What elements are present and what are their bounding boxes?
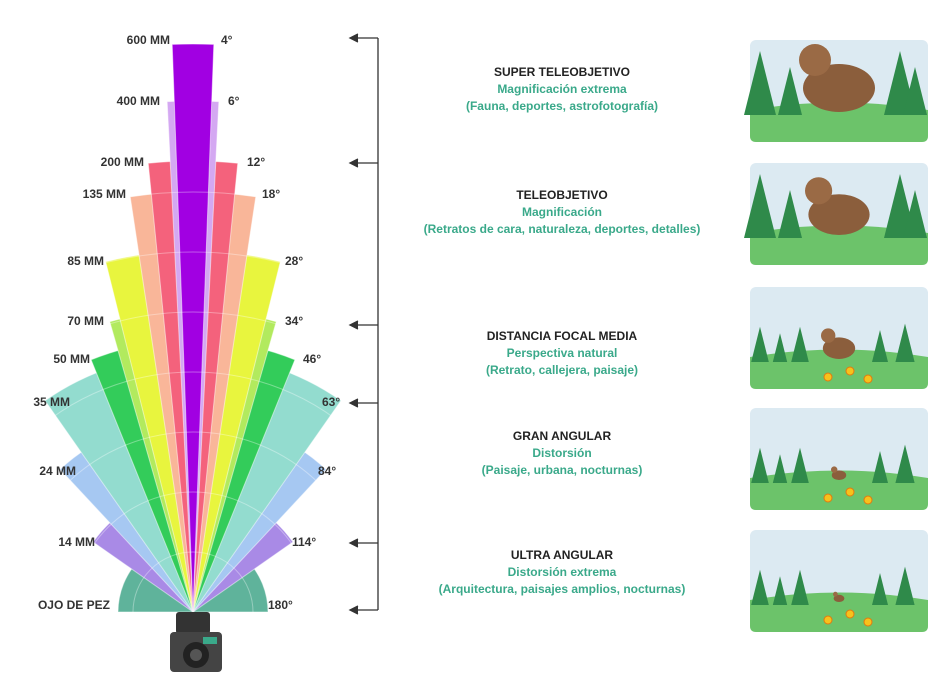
tree (778, 190, 802, 238)
focal-length: 600 MM (127, 33, 170, 47)
focal-length: 400 MM (117, 94, 160, 108)
tree (791, 569, 809, 605)
scene (744, 40, 928, 142)
angle: 4° (221, 33, 233, 47)
illustrations (744, 40, 928, 632)
focal-length: 85 MM (67, 254, 104, 268)
tree (778, 67, 802, 115)
tree (903, 67, 927, 115)
focal-length: 24 MM (39, 464, 76, 478)
category-subtitle: Distorsión (532, 446, 591, 460)
angle: 34° (285, 314, 303, 328)
tree (772, 576, 788, 605)
arc (0, 251, 554, 613)
flower (823, 372, 833, 382)
tree (903, 190, 927, 238)
moose (833, 594, 845, 603)
category-title: GRAN ANGULAR (513, 429, 612, 443)
arc (72, 491, 314, 613)
angle: 6° (228, 94, 240, 108)
moose-head (799, 44, 831, 76)
arc (0, 311, 494, 613)
focal-length: 14 MM (58, 535, 95, 549)
moose-head (833, 591, 838, 597)
tree (791, 447, 809, 483)
angle: 84° (318, 464, 336, 478)
flower (823, 615, 833, 625)
flower (845, 609, 855, 619)
category-subtitle: Distorsión extrema (508, 565, 617, 579)
category-subtitle: Magnificación extrema (497, 82, 627, 96)
tree (791, 326, 809, 362)
focal-length: 70 MM (67, 314, 104, 328)
moose (831, 470, 847, 481)
moose (822, 337, 856, 360)
angle: 63° (322, 395, 340, 409)
category-subtitle: Perspectiva natural (507, 346, 618, 360)
moose-head (805, 177, 833, 205)
category-subtitle: Magnificación (522, 205, 602, 219)
focal-length: 200 MM (101, 155, 144, 169)
camera (170, 612, 222, 672)
tree (895, 566, 915, 605)
flower (823, 493, 833, 503)
angle: 12° (247, 155, 265, 169)
flower (863, 495, 873, 505)
tree (872, 451, 888, 483)
arc (0, 371, 434, 613)
tree (872, 573, 888, 605)
angle: 114° (292, 535, 316, 549)
angle: 18° (262, 187, 280, 201)
scene (750, 287, 928, 389)
category-examples: (Paisaje, urbana, nocturnas) (482, 463, 643, 477)
focal-length: 50 MM (53, 352, 90, 366)
moose-head (821, 328, 836, 343)
tree (772, 454, 788, 483)
moose (803, 64, 875, 112)
moose (808, 194, 870, 236)
category-title: DISTANCIA FOCAL MEDIA (487, 329, 638, 343)
category-examples: (Retratos de cara, naturaleza, deportes,… (424, 222, 701, 236)
arc (0, 191, 614, 613)
category-examples: (Arquitectura, paisajes amplios, nocturn… (439, 582, 686, 596)
labels: OJO DE PEZ 180° 14 MM 114° 24 MM 84° 35 MM 63° 5… (33, 33, 340, 612)
arc (12, 431, 374, 613)
tree (872, 330, 888, 362)
angle: 180° (268, 598, 293, 612)
tree (895, 444, 915, 483)
tree (895, 323, 915, 362)
scene (750, 530, 928, 632)
category-title: ULTRA ANGULAR (511, 548, 614, 562)
category-examples: (Retrato, callejera, paisaje) (486, 363, 638, 377)
angle: 28° (285, 254, 303, 268)
bracket (348, 33, 379, 615)
moose-head (831, 466, 838, 473)
angle: 46° (303, 352, 321, 366)
category-title: SUPER TELEOBJETIVO (494, 65, 630, 79)
category-examples: (Fauna, deportes, astrofotografía) (466, 99, 658, 113)
tree (751, 326, 769, 362)
tree (744, 51, 776, 115)
flower (863, 374, 873, 384)
tree (751, 447, 769, 483)
focal-length: OJO DE PEZ (38, 598, 110, 612)
focal-length: 135 MM (83, 187, 126, 201)
arc (132, 551, 254, 613)
scene (744, 163, 928, 265)
category-title: TELEOBJETIVO (516, 188, 607, 202)
scene (750, 408, 928, 510)
categories: SUPER TELEOBJETIVO Magnificación extrema (… (424, 65, 701, 596)
tree (772, 333, 788, 362)
flower (845, 487, 855, 497)
wedge (171, 43, 215, 613)
tree (751, 569, 769, 605)
tree (744, 174, 776, 238)
focal-length: 35 MM (33, 395, 70, 409)
fan (0, 43, 614, 614)
flower (845, 366, 855, 376)
flower (863, 617, 873, 627)
